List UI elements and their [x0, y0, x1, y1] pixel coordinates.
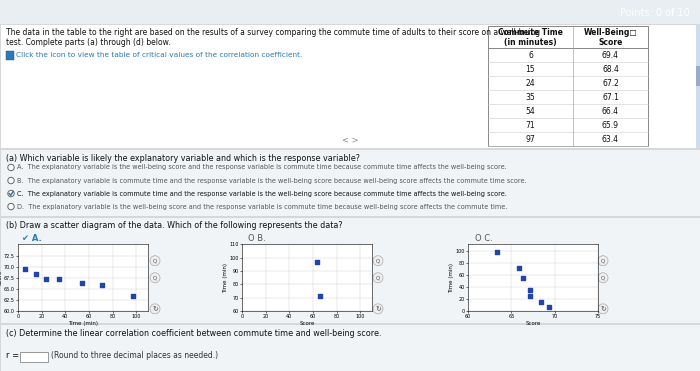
Text: Commute Time: Commute Time [498, 27, 563, 37]
Bar [0, 150, 700, 216]
Text: 65.9: 65.9 [602, 121, 619, 130]
Bar [696, 24, 700, 148]
Circle shape [598, 304, 608, 314]
Point [525, 293, 536, 299]
Text: (in minutes): (in minutes) [504, 38, 556, 47]
Circle shape [8, 190, 14, 197]
Y-axis label: Score: Score [0, 270, 2, 285]
Circle shape [150, 256, 160, 266]
Point [536, 299, 547, 305]
Text: 69.4: 69.4 [602, 51, 619, 60]
Point [544, 304, 555, 310]
Circle shape [8, 203, 14, 210]
Text: Click the icon to view the table of critical values of the correlation coefficie: Click the icon to view the table of crit… [16, 52, 302, 58]
Point [54, 276, 65, 282]
Text: Q: Q [153, 258, 157, 263]
Text: ↻: ↻ [375, 306, 381, 312]
Point [317, 368, 328, 371]
Circle shape [8, 164, 14, 171]
Text: O B.: O B. [248, 234, 266, 243]
Circle shape [8, 177, 14, 184]
Circle shape [150, 304, 160, 314]
Text: r =: r = [6, 351, 19, 361]
Text: Q: Q [153, 275, 157, 280]
Point [20, 266, 31, 272]
Point [514, 265, 525, 271]
Point [76, 280, 88, 286]
Circle shape [598, 256, 608, 266]
Text: 15: 15 [526, 65, 536, 74]
Text: Well-Being□: Well-Being□ [584, 27, 637, 37]
Text: O C.: O C. [475, 234, 493, 243]
Circle shape [373, 304, 383, 314]
Text: (a) Which variable is likely the explanatory variable and which is the response : (a) Which variable is likely the explana… [6, 154, 360, 164]
Circle shape [373, 273, 383, 283]
Bar [488, 26, 648, 147]
Text: 67.2: 67.2 [602, 79, 619, 88]
Text: C.  The explanatory variable is commute time and the response variable is the we: C. The explanatory variable is commute t… [17, 191, 507, 197]
Text: Score: Score [598, 38, 623, 47]
X-axis label: Time (min): Time (min) [68, 321, 98, 326]
Point [41, 276, 52, 282]
Bar [0, 324, 700, 371]
Point [316, 341, 327, 347]
Text: 71: 71 [526, 121, 536, 130]
Circle shape [373, 256, 383, 266]
Text: ↻: ↻ [152, 306, 158, 312]
Text: ✔ A.: ✔ A. [22, 234, 42, 243]
Point [314, 293, 326, 299]
Circle shape [150, 273, 160, 283]
Text: (Round to three decimal places as needed.): (Round to three decimal places as needed… [51, 351, 218, 361]
Point [316, 356, 327, 362]
Point [315, 316, 326, 322]
Point [492, 249, 503, 255]
Text: 63.4: 63.4 [602, 135, 619, 144]
Text: Q: Q [376, 258, 380, 263]
Bar [0, 217, 700, 323]
Bar [20, 352, 48, 362]
X-axis label: Score: Score [525, 321, 540, 326]
Text: 35: 35 [526, 93, 536, 102]
Y-axis label: Time (min): Time (min) [449, 263, 454, 293]
Text: 97: 97 [526, 135, 536, 144]
Text: Q: Q [376, 275, 380, 280]
Point [97, 282, 108, 288]
Text: 54: 54 [526, 107, 536, 116]
Text: 24: 24 [526, 79, 536, 88]
Text: Q: Q [601, 275, 605, 280]
Bar [0, 24, 700, 148]
Text: ↻: ↻ [600, 306, 606, 312]
Bar [488, 26, 648, 48]
Text: B.  The explanatory variable is commute time and the response variable is the we: B. The explanatory variable is commute t… [17, 177, 526, 184]
Point [524, 287, 535, 293]
Text: 66.4: 66.4 [602, 107, 619, 116]
Bar [6, 51, 14, 60]
Text: < >: < > [342, 137, 358, 145]
Y-axis label: Time (min): Time (min) [223, 263, 228, 293]
Text: Points: 0 of 10: Points: 0 of 10 [620, 8, 690, 18]
Text: A.  The explanatory variable is the well-being score and the response variable i: A. The explanatory variable is the well-… [17, 164, 507, 171]
Point [127, 293, 138, 299]
Circle shape [598, 273, 608, 283]
Text: (c) Determine the linear correlation coefficient between commute time and well-b: (c) Determine the linear correlation coe… [6, 329, 382, 338]
Point [518, 275, 529, 281]
Text: (b) Draw a scatter diagram of the data. Which of the following represents the da: (b) Draw a scatter diagram of the data. … [6, 221, 342, 230]
Text: The data in the table to the right are based on the results of a survey comparin: The data in the table to the right are b… [6, 28, 540, 37]
Text: Q: Q [601, 258, 605, 263]
Text: D.  The explanatory variable is the well-being score and the response variable i: D. The explanatory variable is the well-… [17, 204, 508, 210]
Text: test. Complete parts (a) through (d) below.: test. Complete parts (a) through (d) bel… [6, 38, 171, 47]
Text: 67.1: 67.1 [602, 93, 619, 102]
Bar [696, 66, 700, 86]
Point [30, 271, 41, 277]
Text: 6: 6 [528, 51, 533, 60]
X-axis label: Score: Score [300, 321, 315, 326]
Point [312, 259, 323, 265]
Text: 68.4: 68.4 [602, 65, 619, 74]
